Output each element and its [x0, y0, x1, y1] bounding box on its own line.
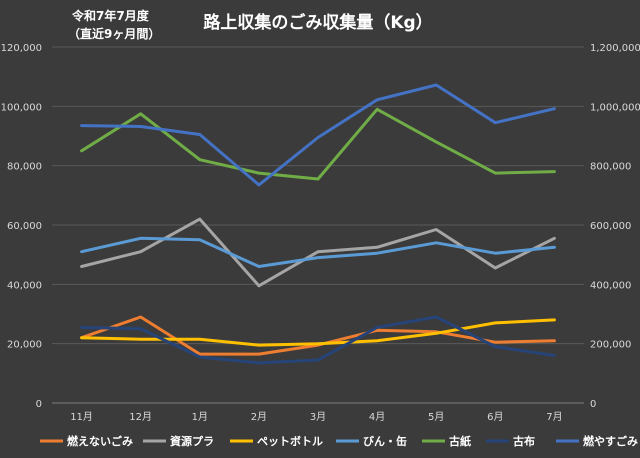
axes: 0 0 20,000 200,000 40,000 400,000 60,000 600,00… [1, 43, 640, 423]
x-tick-label: 3月 [310, 411, 326, 423]
x-tick-label: 6月 [487, 411, 503, 423]
series-line-5 [80, 315, 556, 365]
x-tick-label: 4月 [369, 411, 385, 423]
y-tick-label-left: 0 [36, 399, 42, 410]
series-line-6 [80, 83, 556, 187]
legend: 燃えないごみ 資源プラ ペットボトル びん・缶 古紙 古布 燃やすごみ [40, 434, 638, 448]
series-line-4 [80, 107, 556, 181]
gridlines [52, 46, 584, 345]
series-line-3 [80, 236, 556, 268]
x-tick-label: 12月 [129, 411, 152, 423]
chart-subtitle-line-1: 令和7年7月度 [71, 8, 150, 23]
legend-label: びん・缶 [363, 434, 407, 448]
x-tick-label: 11月 [70, 411, 93, 423]
y-tick-label-right: 1,000,000 [590, 102, 640, 113]
x-tick-label: 2月 [251, 411, 267, 423]
titles: 令和7年7月度 （直近9ヶ月間） 路上収集のごみ収集量（Kg） [68, 8, 433, 41]
y-tick-label-right: 600,000 [590, 221, 631, 232]
y-tick-label-left: 60,000 [7, 221, 42, 232]
y-tick-label-right: 400,000 [590, 280, 631, 291]
legend-label: 燃えないごみ [66, 434, 133, 448]
legend-label: 古布 [513, 434, 535, 448]
y-tick-label-left: 20,000 [7, 340, 42, 351]
legend-label: 古紙 [449, 434, 471, 448]
y-tick-label-left: 100,000 [1, 102, 42, 113]
chart-subtitle-line-2: （直近9ヶ月間） [68, 26, 160, 41]
legend-label: ペットボトル [257, 434, 323, 448]
chart-title: 路上収集のごみ収集量（Kg） [203, 12, 432, 33]
y-tick-label-left: 80,000 [7, 162, 42, 173]
series-lines [80, 83, 556, 365]
series-line-1 [80, 217, 556, 288]
y-tick-label-right: 1,200,000 [590, 43, 640, 54]
y-tick-label-right: 0 [590, 399, 596, 410]
legend-label: 燃やすごみ [582, 434, 638, 448]
y-tick-label-right: 200,000 [590, 340, 631, 351]
x-tick-label: 5月 [428, 411, 444, 423]
y-tick-label-right: 800,000 [590, 162, 631, 173]
x-tick-label: 1月 [192, 411, 208, 423]
legend-label: 資源プラ [170, 434, 214, 448]
y-tick-label-left: 40,000 [7, 280, 42, 291]
x-tick-label: 7月 [546, 411, 562, 423]
y-tick-label-left: 120,000 [1, 43, 42, 54]
